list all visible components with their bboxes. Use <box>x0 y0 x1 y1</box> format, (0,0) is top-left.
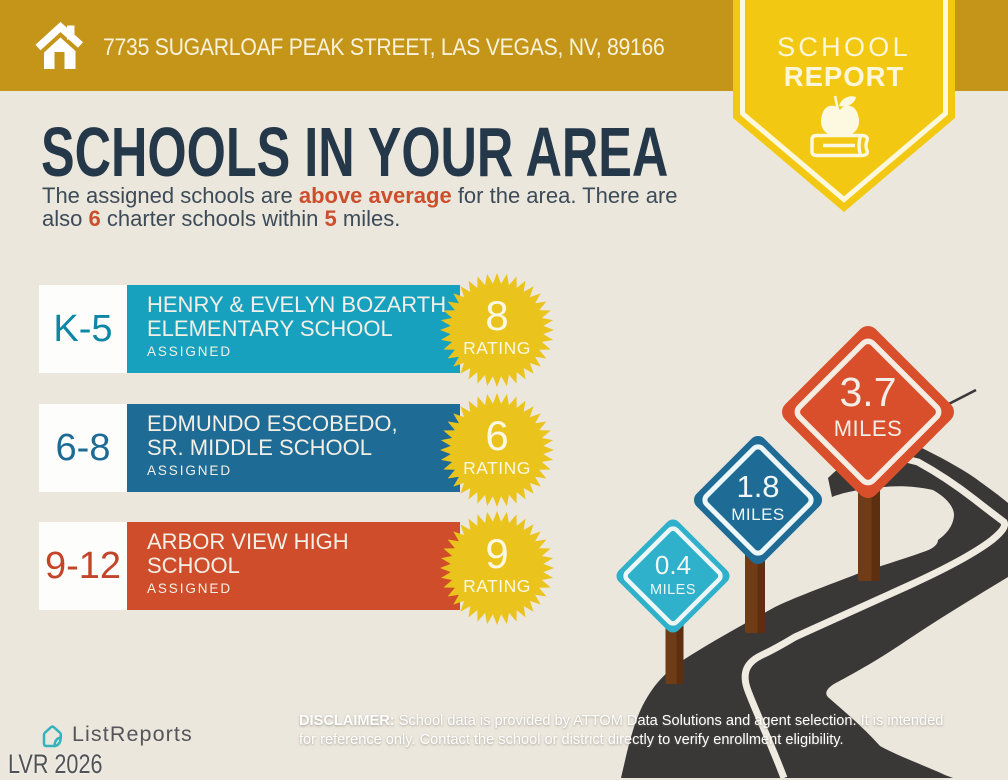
svg-text:REPORT: REPORT <box>784 61 905 92</box>
svg-text:3.7: 3.7 <box>840 369 897 415</box>
svg-text:MILES: MILES <box>834 416 903 441</box>
svg-text:SCHOOL: SCHOOL <box>777 32 911 62</box>
svg-text:9: 9 <box>485 530 508 577</box>
svg-text:RATING: RATING <box>463 576 531 596</box>
svg-text:RATING: RATING <box>463 458 531 478</box>
svg-text:8: 8 <box>485 292 508 339</box>
svg-text:0.4: 0.4 <box>655 550 691 580</box>
svg-text:1.8: 1.8 <box>736 469 779 504</box>
svg-text:MILES: MILES <box>731 505 785 524</box>
svg-text:6: 6 <box>485 412 508 459</box>
svg-text:MILES: MILES <box>650 582 696 598</box>
svg-text:RATING: RATING <box>463 338 531 358</box>
